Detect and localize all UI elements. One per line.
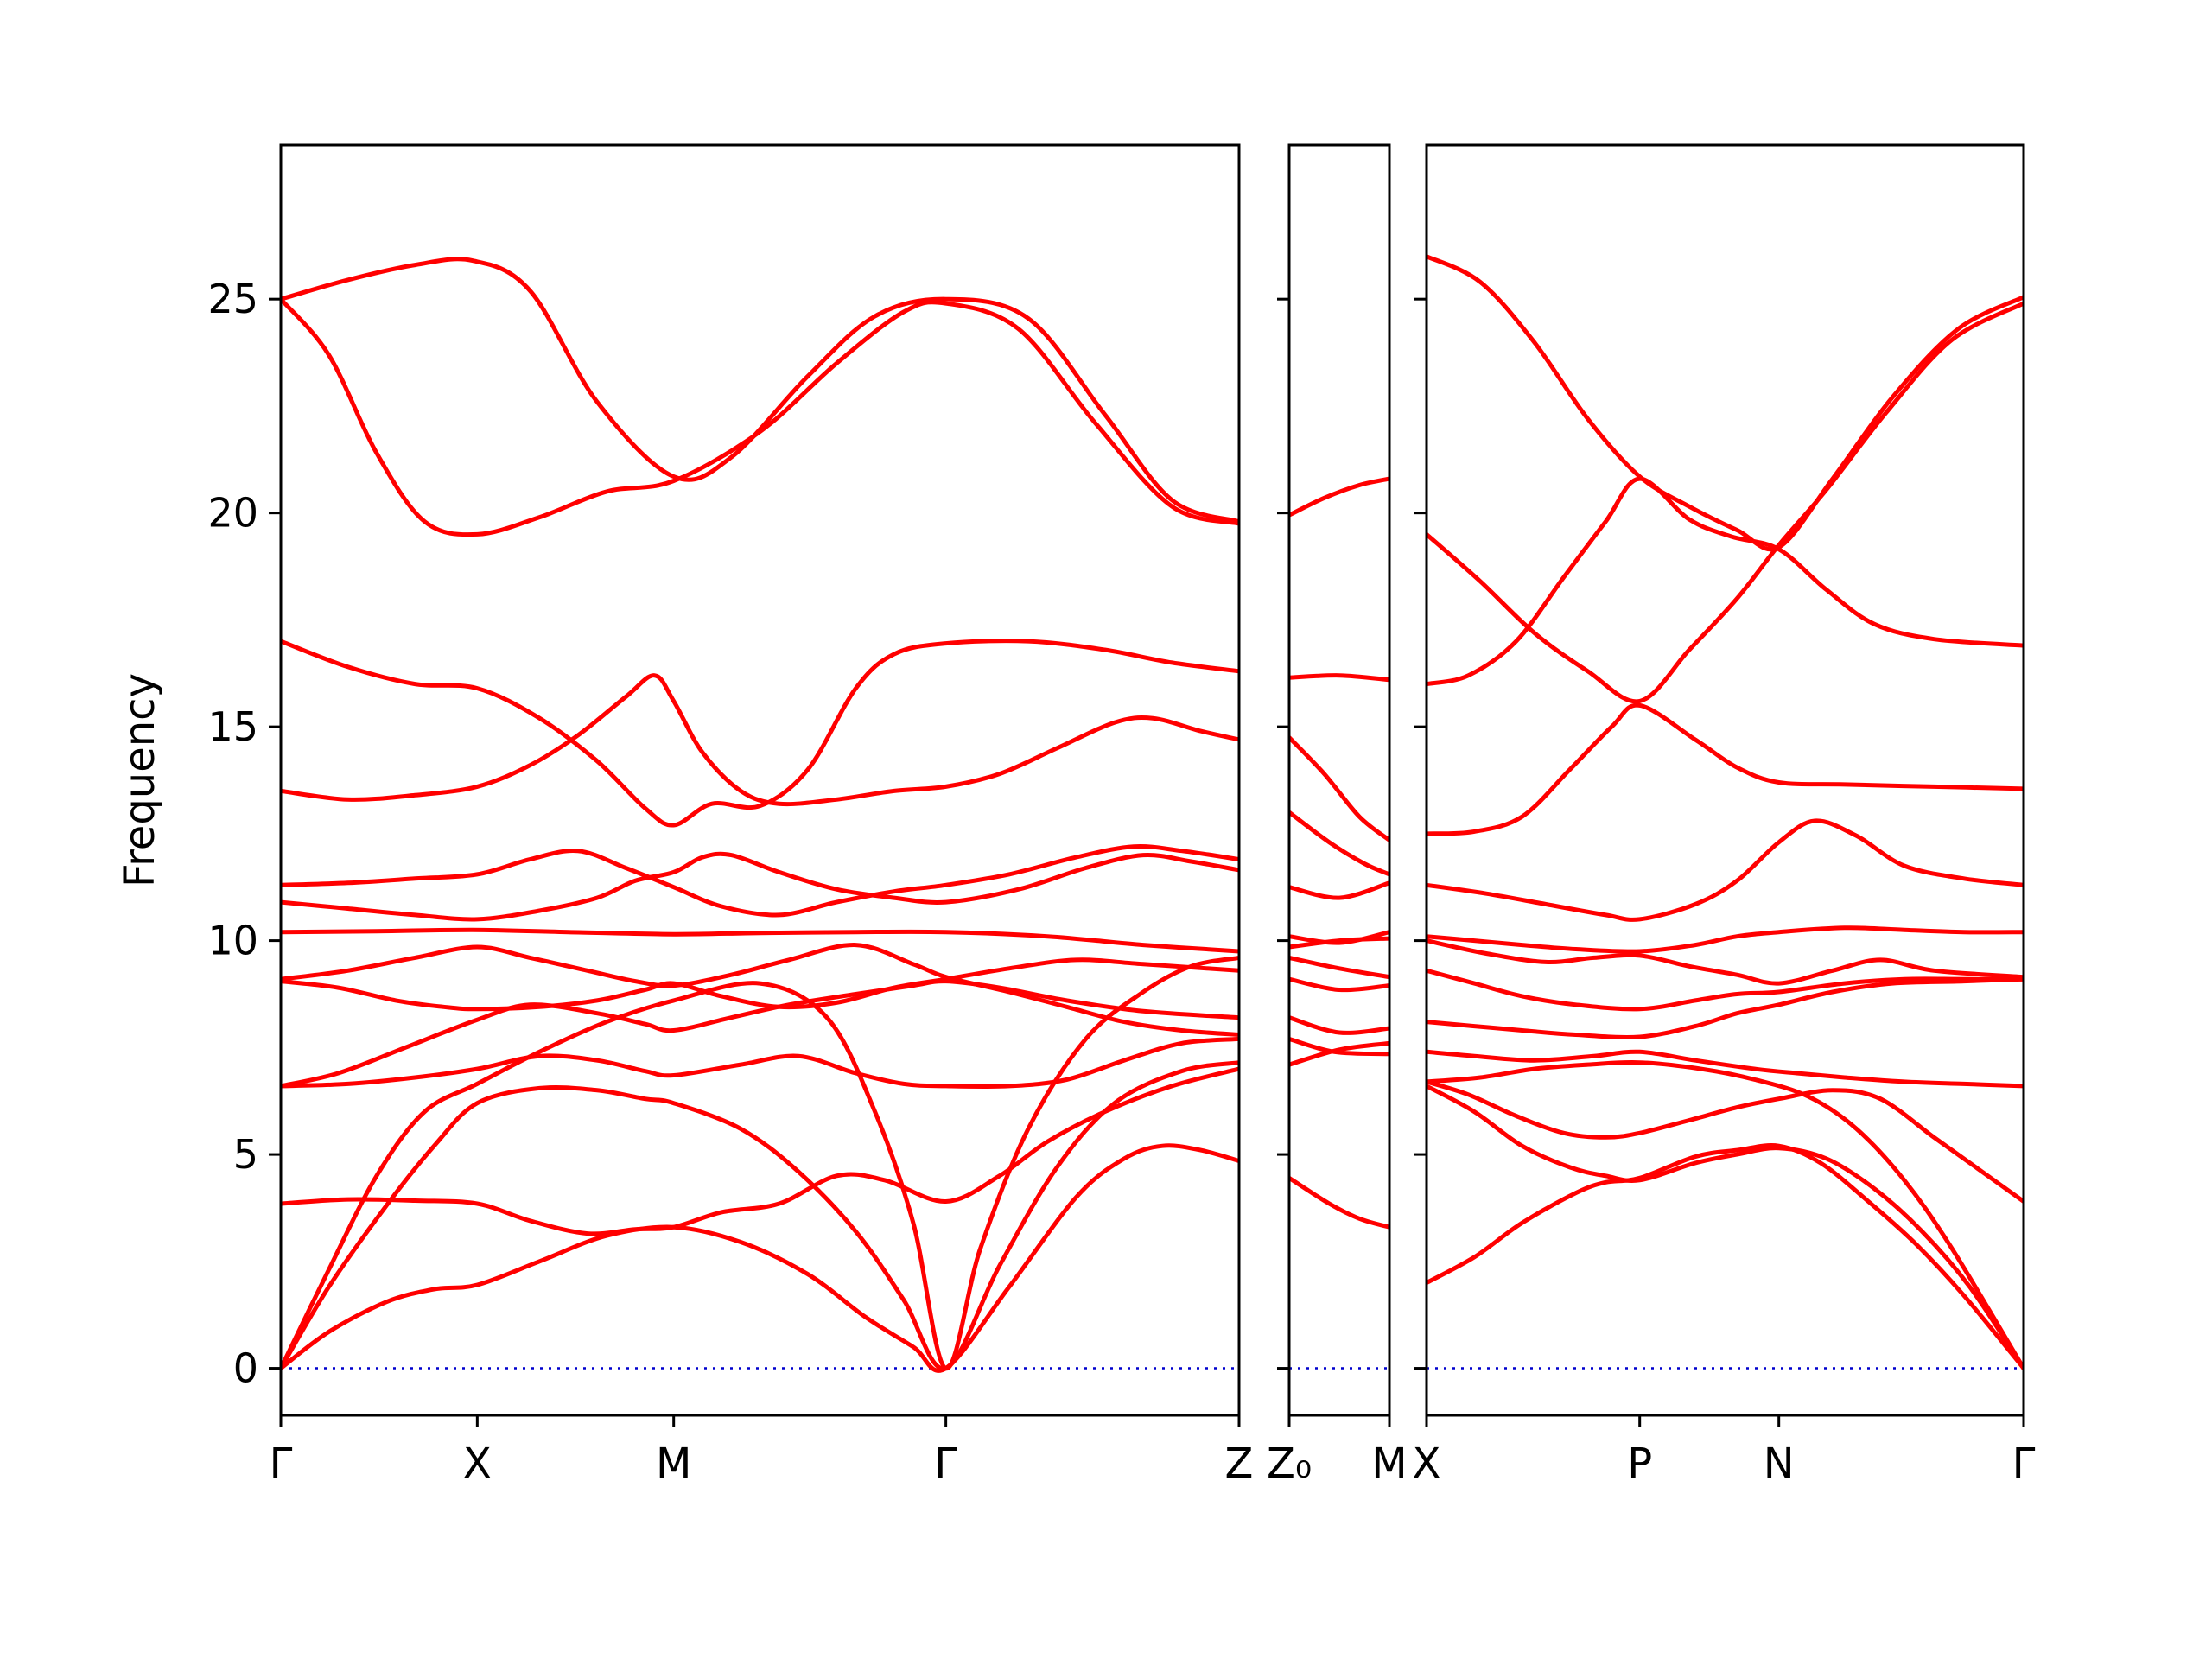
band-path-0-14 — [281, 955, 1239, 1371]
band-path-2-13 — [1427, 1143, 2024, 1371]
band-group-panel-GXMGZ — [281, 257, 1239, 1373]
band-path-0-3 — [281, 673, 1239, 807]
band-path-2-11 — [1427, 1059, 2024, 1371]
band-path-2-4 — [1427, 818, 2024, 922]
y-tick-label: 5 — [233, 1131, 258, 1178]
band-path-0-11 — [281, 1066, 1239, 1236]
band-path-1-11 — [1289, 1040, 1389, 1067]
band-path-2-0 — [1427, 254, 2024, 552]
band-path-2-3 — [1427, 702, 2024, 836]
y-tick-label: 15 — [207, 703, 258, 750]
x-tick-label: N — [1764, 1440, 1795, 1488]
band-path-1-6 — [1289, 936, 1389, 950]
band-path-1-7 — [1289, 955, 1389, 980]
band-path-1-2 — [1289, 735, 1389, 842]
band-path-1-9 — [1289, 1015, 1389, 1035]
band-path-2-5 — [1427, 925, 2024, 954]
y-tick-label: 25 — [207, 276, 258, 322]
band-path-2-7 — [1427, 968, 2024, 1012]
x-tick-label: Γ — [934, 1440, 957, 1488]
band-path-0-13 — [281, 1060, 1239, 1371]
band-path-2-9 — [1427, 1049, 2024, 1089]
band-path-0-9 — [281, 1036, 1239, 1090]
band-path-0-10 — [281, 979, 1239, 1089]
band-path-0-0 — [281, 257, 1239, 524]
band-path-1-3 — [1289, 810, 1389, 877]
x-tick-label: P — [1627, 1440, 1652, 1488]
panel-frame-panel-GXMGZ — [279, 143, 1241, 1417]
band-path-0-5 — [281, 851, 1239, 922]
band-path-2-2 — [1427, 476, 2024, 687]
x-tick-label: Γ — [270, 1440, 293, 1488]
band-path-1-12 — [1289, 1175, 1389, 1230]
band-path-0-6 — [281, 927, 1239, 954]
band-path-2-12 — [1427, 1084, 2024, 1371]
x-tick-label: Z₀ — [1267, 1440, 1312, 1488]
band-path-0-12 — [281, 1143, 1239, 1373]
y-axis-label: Frequency — [116, 673, 164, 887]
x-tick-label: X — [1413, 1440, 1441, 1488]
x-tick-label: X — [463, 1440, 492, 1488]
panel-frame-panel-Z0M — [1287, 143, 1391, 1417]
band-path-0-7 — [281, 943, 1239, 1037]
band-path-1-1 — [1289, 673, 1389, 683]
band-path-2-10 — [1427, 1079, 2024, 1204]
x-tick-label: M — [1371, 1440, 1407, 1488]
y-tick-label: 20 — [207, 490, 258, 537]
panel-frame-panel-XPNG — [1425, 143, 2025, 1417]
band-path-0-8 — [281, 957, 1239, 1012]
band-path-2-8 — [1427, 976, 2024, 1039]
band-path-0-4 — [281, 843, 1239, 918]
y-tick-label: 10 — [207, 918, 258, 964]
y-tick-label: 0 — [233, 1345, 258, 1392]
x-tick-label: M — [656, 1440, 691, 1488]
band-path-0-1 — [281, 296, 1239, 537]
band-path-1-0 — [1289, 476, 1389, 518]
band-path-1-4 — [1289, 880, 1389, 900]
band-path-0-2 — [281, 639, 1239, 828]
x-tick-label: Γ — [2012, 1440, 2036, 1488]
band-path-2-6 — [1427, 938, 2024, 986]
band-group-panel-Z0M — [1289, 476, 1389, 1230]
band-group-panel-XPNG — [1427, 254, 2024, 1371]
x-tick-label: Z — [1225, 1440, 1254, 1488]
band-path-1-8 — [1289, 976, 1389, 993]
